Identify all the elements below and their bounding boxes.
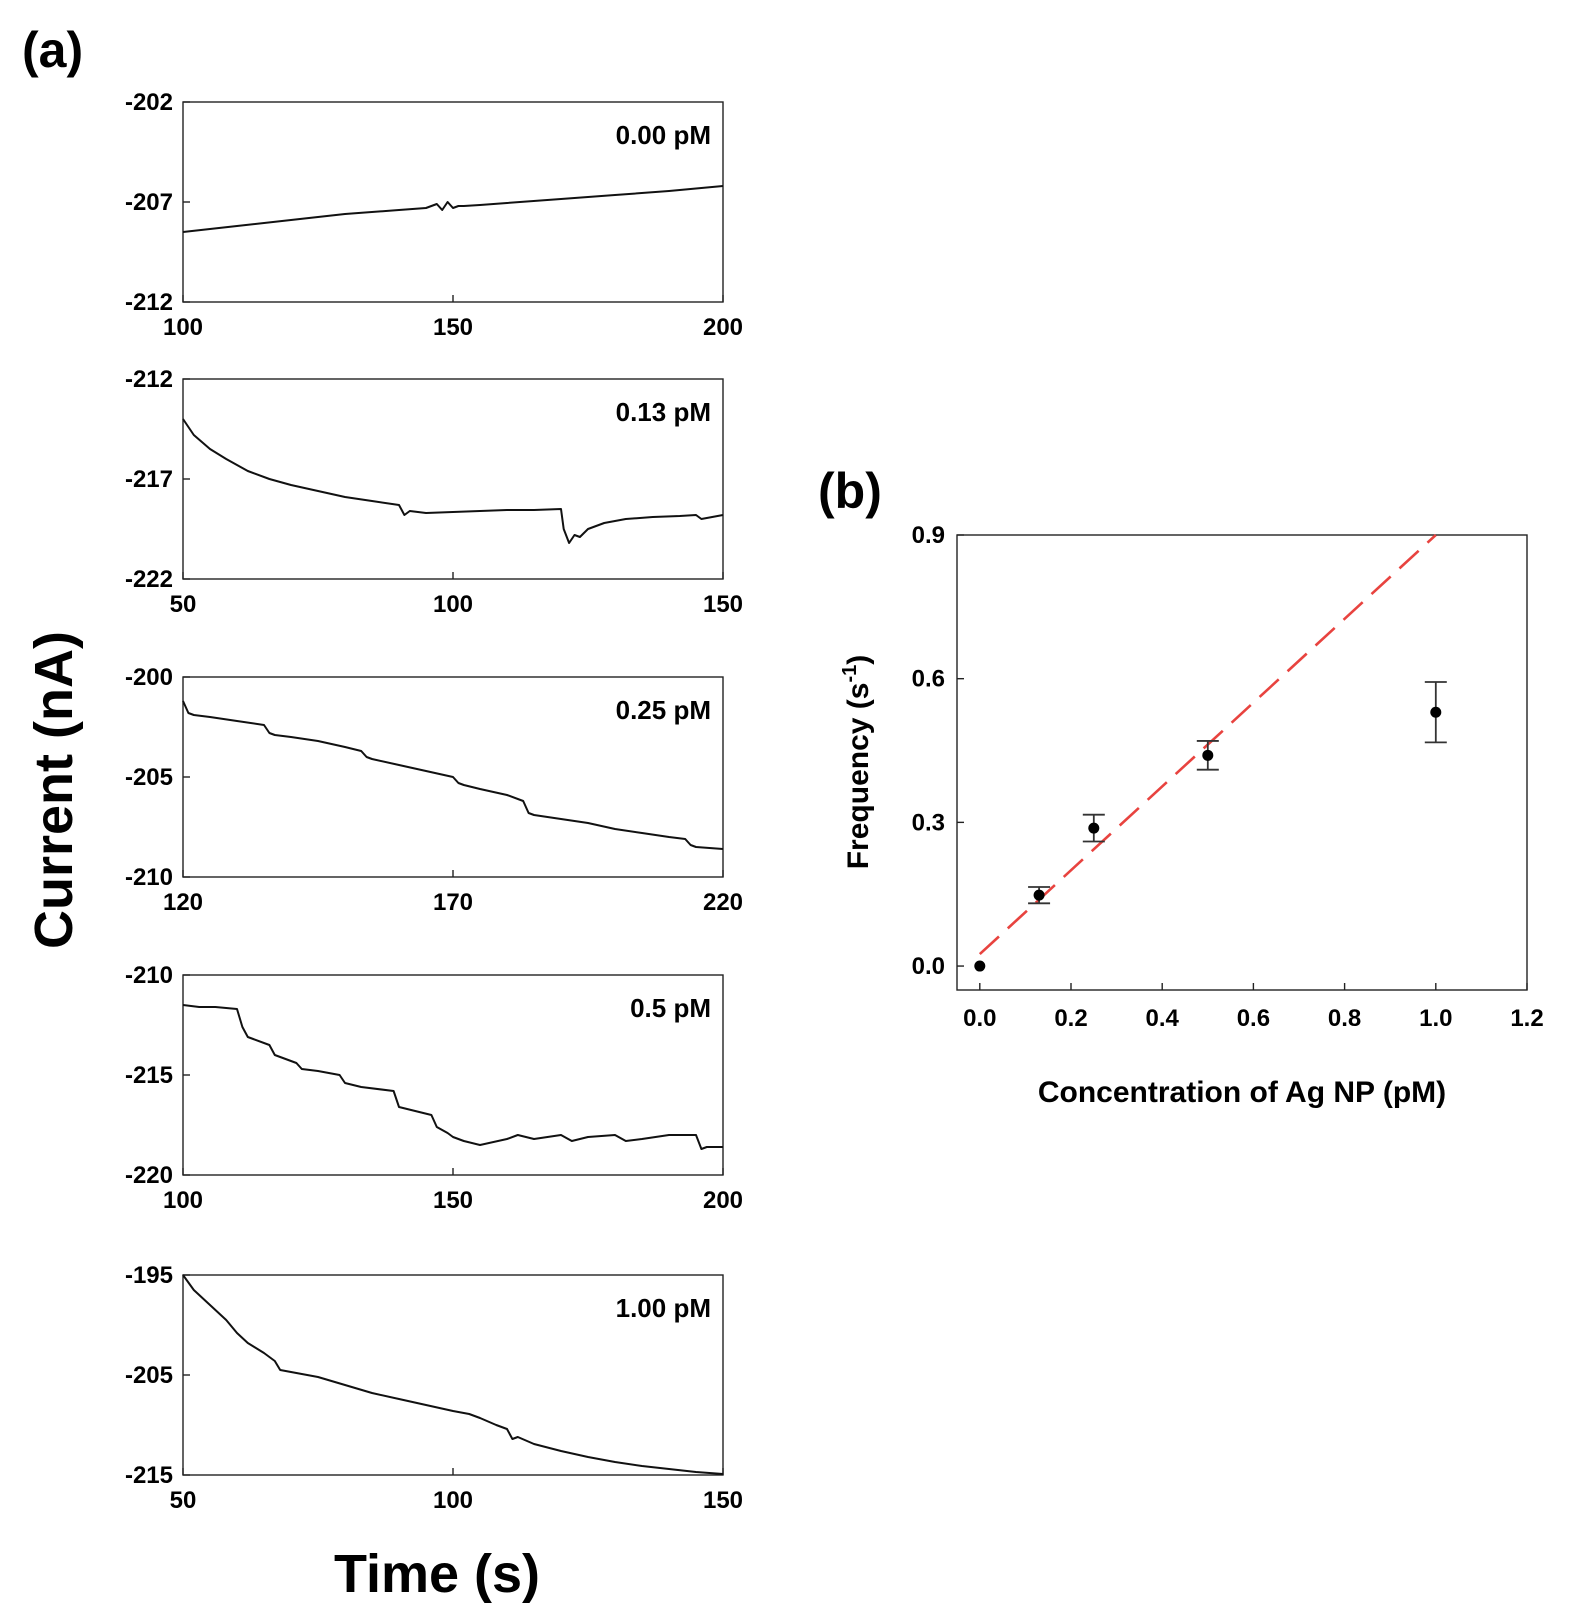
concentration-label: 0.00 pM (616, 120, 711, 150)
data-point (1088, 822, 1100, 834)
x-tick-label: 100 (433, 591, 473, 618)
trace-panel-1: 50 100 150 -212 -217 -222 0.13 pM (125, 366, 743, 618)
x-tick-label: 150 (433, 1187, 473, 1214)
current-trace (182, 1004, 723, 1150)
x-tick-label: 1.2 (1510, 1005, 1543, 1032)
frequency-panel: 0.0 0.2 0.4 0.6 0.8 1.0 1.2 0.0 0.3 0.6 0.9 Concent… (839, 522, 1544, 1109)
y-tick-label: -210 (125, 962, 173, 989)
current-trace (182, 185, 724, 233)
x-tick-label: 1.0 (1419, 1005, 1452, 1032)
x-tick-label: 0.2 (1054, 1005, 1087, 1032)
y-tick-label: -205 (125, 764, 173, 791)
y-tick-label: -200 (125, 664, 173, 691)
x-tick-label: 200 (703, 314, 743, 341)
y-tick-label: -195 (125, 1262, 173, 1289)
x-tick-label: 50 (170, 1487, 197, 1514)
data-point (1202, 749, 1214, 761)
data-point (974, 960, 986, 972)
current-trace (182, 700, 724, 850)
x-tick-label: 150 (703, 591, 743, 618)
x-tick-label: 170 (433, 889, 473, 916)
y-tick-label: -212 (125, 289, 173, 316)
concentration-label: 1.00 pM (616, 1293, 711, 1323)
y-tick-label: -215 (125, 1462, 173, 1489)
panel-b-label: (b) (818, 463, 882, 519)
x-axis-label: Concentration of Ag NP (pM) (1038, 1076, 1446, 1109)
y-tick-label: -220 (125, 1162, 173, 1189)
y-tick-label: -212 (125, 366, 173, 393)
y-tick-label: -205 (125, 1362, 173, 1389)
trace-panel-3: 100 150 200 -210 -215 -220 0.5 pM (125, 962, 743, 1214)
y-tick-label: -215 (125, 1062, 173, 1089)
panel-a-y-axis-label: Current (nA) (24, 631, 84, 949)
data-point (1033, 889, 1045, 901)
x-tick-label: 120 (163, 889, 203, 916)
y-tick-label: 0.0 (912, 953, 945, 980)
panel-a-x-axis-label: Time (s) (334, 1544, 540, 1604)
x-tick-label: 150 (433, 314, 473, 341)
concentration-label: 0.5 pM (630, 993, 711, 1023)
trace-panel-0: 100 150 200 -202 -207 -212 0.00 pM (125, 89, 743, 341)
y-tick-label: -207 (125, 189, 173, 216)
concentration-label: 0.25 pM (616, 695, 711, 725)
data-point (1430, 706, 1442, 718)
x-tick-label: 0.6 (1237, 1005, 1270, 1032)
y-axis-label-base: Frequency (s (842, 683, 875, 870)
x-tick-label: 200 (703, 1187, 743, 1214)
y-tick-label: -210 (125, 864, 173, 891)
y-tick-label: 0.9 (912, 522, 945, 549)
x-tick-label: 0.0 (963, 1005, 996, 1032)
x-tick-label: 100 (163, 1187, 203, 1214)
y-axis-label-close: ) (842, 655, 875, 665)
x-tick-label: 0.4 (1146, 1005, 1180, 1032)
y-tick-label: -202 (125, 89, 173, 116)
y-axis-label: Frequency (s-1) (839, 655, 875, 870)
x-tick-label: 100 (163, 314, 203, 341)
x-tick-label: 100 (433, 1487, 473, 1514)
charts-layer: 100 150 200 -202 -207 -212 0.00 pM 50 100 150 -212… (125, 89, 1544, 1514)
y-tick-label: -222 (125, 566, 173, 593)
x-tick-label: 50 (170, 591, 197, 618)
current-trace (182, 1274, 724, 1475)
y-tick-label: 0.3 (912, 809, 945, 836)
concentration-label: 0.13 pM (616, 397, 711, 427)
trace-panel-4: 50 100 150 -195 -205 -215 1.00 pM (125, 1262, 743, 1514)
plot-frame (956, 534, 1528, 991)
y-tick-label: 0.6 (912, 666, 945, 693)
x-tick-label: 150 (703, 1487, 743, 1514)
y-tick-label: -217 (125, 466, 173, 493)
y-axis-label-superscript: -1 (839, 665, 861, 683)
trace-panel-2: 120 170 220 -200 -205 -210 0.25 pM (125, 664, 743, 916)
current-trace (182, 418, 724, 544)
panel-a-label: (a) (22, 22, 83, 78)
x-tick-label: 0.8 (1328, 1005, 1361, 1032)
x-tick-label: 220 (703, 889, 743, 916)
